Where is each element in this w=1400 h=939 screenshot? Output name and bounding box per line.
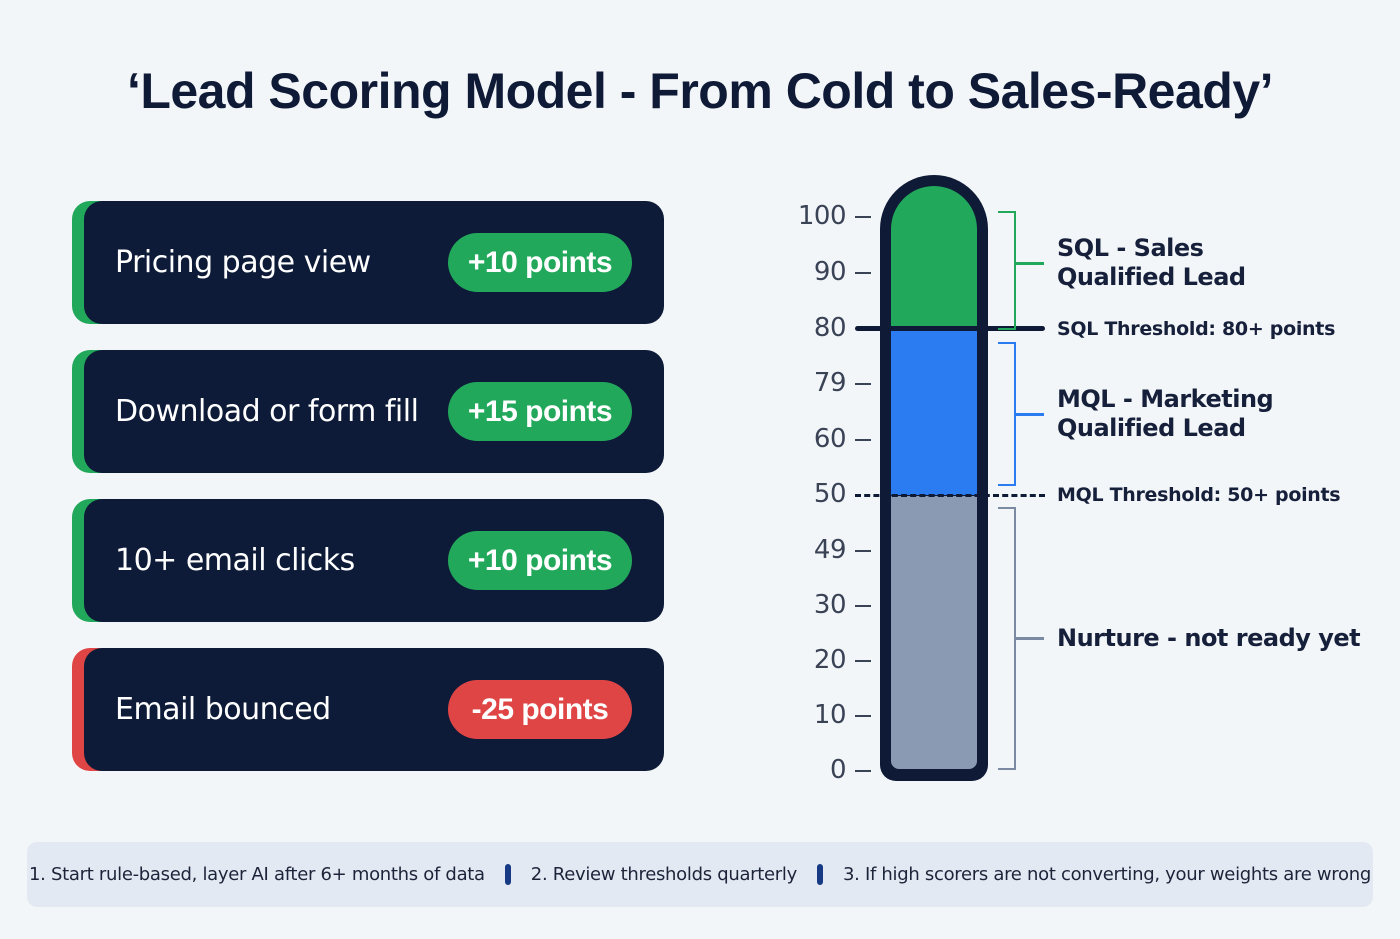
mql-zone-label: MQL - Marketing Qualified Lead <box>1057 385 1274 442</box>
axis-tick-label: 79 <box>813 368 847 398</box>
rule-card-body: 10+ email clicks +10 points <box>84 499 664 622</box>
tip-separator <box>504 864 511 885</box>
tips-bar: 1. Start rule-based, layer AI after 6+ m… <box>27 842 1373 907</box>
rule-card-body: Pricing page view +10 points <box>84 201 664 324</box>
sql-threshold-line <box>855 326 1045 331</box>
rule-label: Email bounced <box>115 692 331 727</box>
axis-tick-mark <box>855 605 871 607</box>
points-badge: -25 points <box>448 680 632 739</box>
mql-bracket-stem <box>1016 413 1044 416</box>
sql-zone-bracket <box>998 211 1016 330</box>
axis-tick-label: 49 <box>813 535 847 565</box>
tip-separator <box>816 864 823 885</box>
mql-threshold-label: MQL Threshold: 50+ points <box>1057 484 1341 506</box>
points-badge: +10 points <box>448 531 632 590</box>
mql-zone-bracket <box>998 342 1016 486</box>
axis-tick-label: 60 <box>813 424 847 454</box>
nurture-zone-label: Nurture - not ready yet <box>1057 624 1361 652</box>
axis-tick-label: 100 <box>797 201 847 231</box>
axis-tick-label: 20 <box>813 645 847 675</box>
rule-card-download-form-fill: Download or form fill +15 points <box>72 350 664 473</box>
tip-item: 3. If high scorers are not converting, y… <box>842 864 1371 885</box>
points-badge: +15 points <box>448 382 632 441</box>
page-title: ‘Lead Scoring Model - From Cold to Sales… <box>126 63 1274 119</box>
axis-tick-mark <box>855 383 871 385</box>
rule-label: Pricing page view <box>115 245 371 280</box>
axis-tick-mark <box>855 770 871 772</box>
axis-tick-label: 0 <box>829 755 847 785</box>
tip-item: 2. Review thresholds quarterly <box>530 864 797 885</box>
sql-zone-fill <box>891 186 977 329</box>
axis-tick-mark <box>855 550 871 552</box>
tip-item: 1. Start rule-based, layer AI after 6+ m… <box>29 864 485 885</box>
axis-tick-mark <box>855 216 871 218</box>
rule-label: 10+ email clicks <box>115 543 355 578</box>
rule-label: Download or form fill <box>115 394 419 429</box>
sql-bracket-stem <box>1016 262 1044 265</box>
rule-card-email-bounced: Email bounced -25 points <box>72 648 664 771</box>
points-badge: +10 points <box>448 233 632 292</box>
mql-zone-fill <box>891 331 977 495</box>
axis-tick-label: 90 <box>813 257 847 287</box>
axis-tick-label: 50 <box>813 479 847 509</box>
nurture-zone-fill <box>891 496 977 769</box>
rule-card-pricing-page-view: Pricing page view +10 points <box>72 201 664 324</box>
rule-card-email-clicks: 10+ email clicks +10 points <box>72 499 664 622</box>
axis-tick-label: 80 <box>813 313 847 343</box>
axis-tick-label: 10 <box>813 700 847 730</box>
axis-tick-mark <box>855 715 871 717</box>
nurture-bracket-stem <box>1016 637 1044 640</box>
rule-card-body: Download or form fill +15 points <box>84 350 664 473</box>
sql-threshold-label: SQL Threshold: 80+ points <box>1057 318 1336 340</box>
sql-zone-label: SQL - Sales Qualified Lead <box>1057 234 1246 291</box>
nurture-zone-bracket <box>998 507 1016 770</box>
mql-threshold-line <box>855 494 1045 497</box>
axis-tick-mark <box>855 439 871 441</box>
score-thermometer <box>880 175 988 781</box>
axis-tick-mark <box>855 660 871 662</box>
rule-card-body: Email bounced -25 points <box>84 648 664 771</box>
axis-tick-mark <box>855 272 871 274</box>
axis-tick-label: 30 <box>813 590 847 620</box>
